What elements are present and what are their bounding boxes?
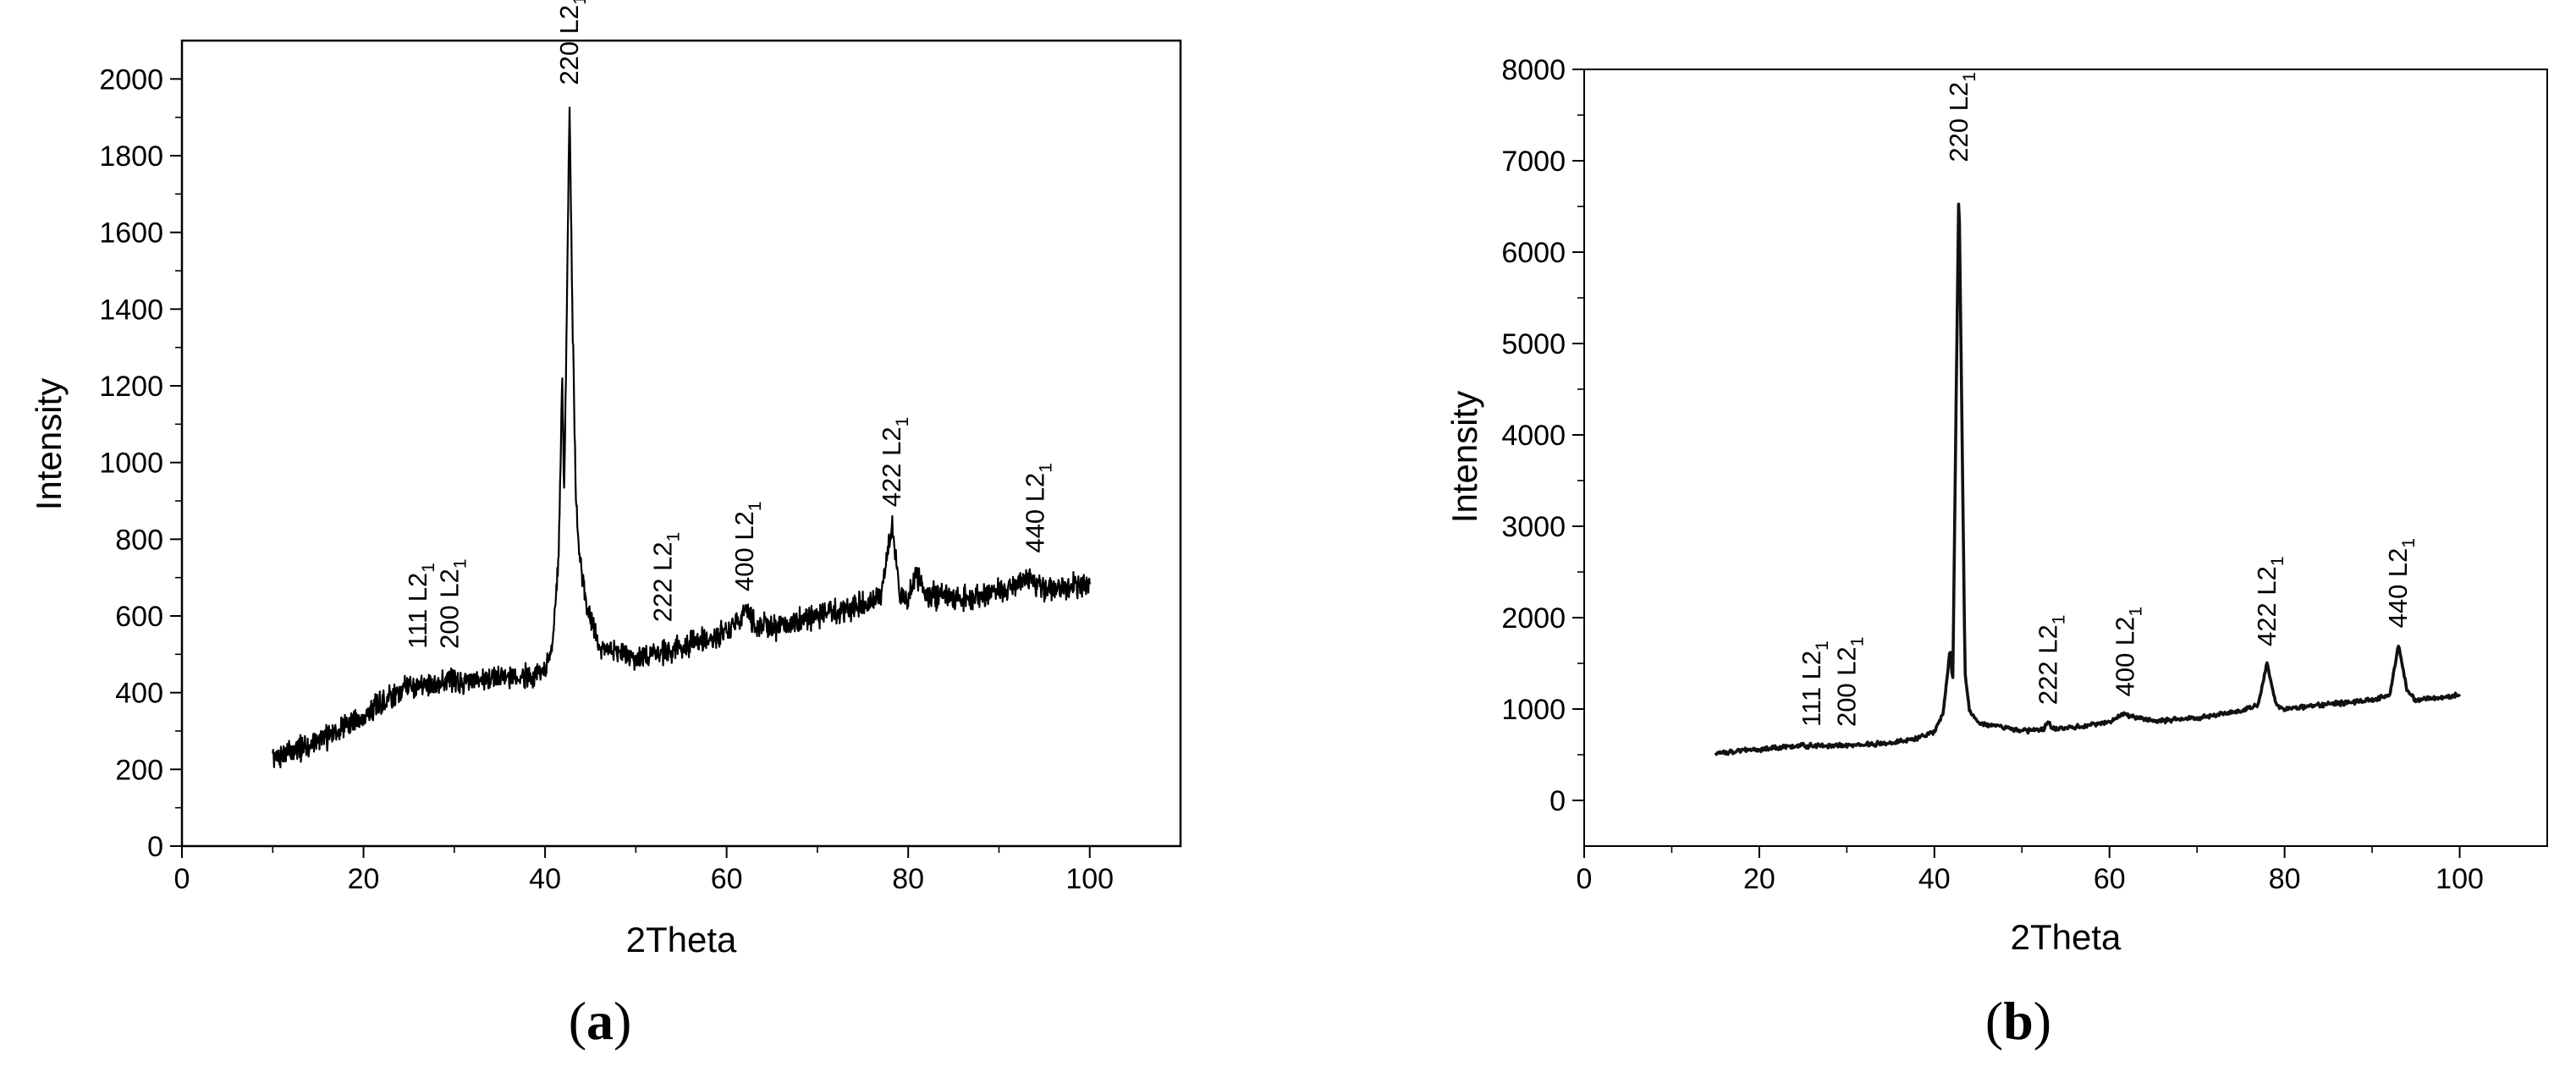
peak-label-subscript: 1 bbox=[570, 0, 590, 5]
y-axis-title: Intensity bbox=[29, 378, 69, 510]
peak-label: 422 L21 bbox=[877, 417, 912, 508]
panel-label: (b) bbox=[1985, 991, 2051, 1051]
peak-label-text: 111 L2 bbox=[403, 573, 432, 649]
peak-label-text: 400 L2 bbox=[729, 511, 759, 591]
peak-label: 422 L21 bbox=[2252, 556, 2287, 646]
x-tick-label: 60 bbox=[711, 863, 743, 895]
peak-label-text: 222 L2 bbox=[2033, 624, 2062, 705]
peak-label-subscript: 1 bbox=[2126, 607, 2145, 617]
x-tick-label: 100 bbox=[2436, 863, 2484, 895]
peak-label-subscript: 1 bbox=[1960, 72, 1979, 82]
y-axis-title: Intensity bbox=[1445, 391, 1484, 523]
peak-label-text: 220 L2 bbox=[554, 5, 584, 85]
peak-label: 400 L21 bbox=[729, 501, 765, 591]
y-tick-label: 1800 bbox=[99, 140, 163, 173]
peak-label-text: 400 L2 bbox=[2110, 617, 2139, 697]
peak-label: 220 L21 bbox=[1944, 72, 1979, 162]
x-tick-label: 40 bbox=[1918, 863, 1951, 895]
plot-frame bbox=[180, 39, 1182, 848]
peak-label-text: 422 L2 bbox=[877, 426, 906, 507]
peak-label-text: 422 L2 bbox=[2252, 566, 2282, 646]
peak-label-subscript: 1 bbox=[2399, 538, 2419, 548]
y-tick-label: 6000 bbox=[1501, 237, 1566, 269]
x-tick-label: 80 bbox=[892, 863, 924, 895]
panel-label-close: ) bbox=[2034, 991, 2051, 1051]
peak-label: 200 L21 bbox=[1831, 637, 1867, 728]
y-tick-label: 4000 bbox=[1501, 420, 1566, 452]
peak-label-subscript: 1 bbox=[746, 501, 765, 511]
peak-label-subscript: 1 bbox=[893, 417, 912, 427]
peak-label: 400 L21 bbox=[2110, 607, 2145, 697]
y-tick-label: 7000 bbox=[1501, 146, 1566, 178]
panel-label-letter: b bbox=[2003, 991, 2034, 1051]
panel-label: (a) bbox=[569, 991, 632, 1051]
y-tick-label: 0 bbox=[147, 831, 163, 863]
peak-label-subscript: 1 bbox=[664, 532, 684, 542]
peak-label-text: 440 L2 bbox=[1020, 473, 1049, 553]
peak-label: 111 L21 bbox=[403, 563, 438, 649]
y-tick-label: 600 bbox=[115, 601, 163, 633]
peak-label-subscript: 1 bbox=[1847, 637, 1867, 647]
peak-label: 220 L21 bbox=[554, 0, 590, 85]
peak-label-text: 200 L2 bbox=[434, 569, 464, 649]
series-line bbox=[1714, 202, 2462, 756]
y-tick-label: 1000 bbox=[99, 448, 163, 480]
x-tick-label: 100 bbox=[1065, 863, 1114, 895]
y-tick-label: 8000 bbox=[1501, 54, 1566, 86]
y-tick-label: 1400 bbox=[99, 294, 163, 326]
peak-label-text: 200 L2 bbox=[1831, 646, 1861, 727]
y-tick-label: 3000 bbox=[1501, 511, 1566, 543]
y-tick-label: 1600 bbox=[99, 217, 163, 250]
x-tick-label: 40 bbox=[529, 863, 561, 895]
y-tick-label: 1200 bbox=[99, 371, 163, 403]
peak-label: 222 L21 bbox=[2033, 615, 2068, 706]
peak-label-subscript: 1 bbox=[1036, 463, 1055, 473]
chart-panel-a: 0 20 40 60 80 1000200400600800100012001400160… bbox=[29, 0, 1182, 1051]
plot-frame bbox=[1583, 69, 2548, 847]
x-tick-label: 20 bbox=[1743, 863, 1775, 895]
peak-label: 222 L21 bbox=[648, 532, 684, 623]
panel-label-open: ( bbox=[569, 991, 586, 1051]
peak-label-subscript: 1 bbox=[2049, 615, 2068, 625]
panel-label-letter: a bbox=[586, 991, 614, 1051]
y-tick-label: 1000 bbox=[1501, 694, 1566, 726]
peak-label: 200 L21 bbox=[434, 558, 470, 649]
y-tick-label: 0 bbox=[1549, 785, 1566, 817]
x-axis-title: 2Theta bbox=[626, 920, 737, 959]
peak-label-subscript: 1 bbox=[2268, 556, 2287, 566]
x-tick-label: 0 bbox=[174, 863, 190, 895]
peak-label-text: 220 L2 bbox=[1944, 82, 1973, 162]
peak-label-text: 222 L2 bbox=[648, 541, 678, 622]
x-tick-label: 0 bbox=[1577, 863, 1593, 895]
peak-label-subscript: 1 bbox=[1813, 640, 1832, 651]
y-tick-label: 200 bbox=[115, 754, 163, 786]
peak-label-text: 440 L2 bbox=[2383, 548, 2413, 629]
peak-label: 440 L21 bbox=[2383, 538, 2419, 629]
x-tick-label: 20 bbox=[348, 863, 380, 895]
y-tick-label: 800 bbox=[115, 524, 163, 556]
series-line bbox=[272, 107, 1091, 769]
peak-label-text: 111 L2 bbox=[1797, 651, 1826, 727]
peak-label: 111 L21 bbox=[1797, 640, 1832, 727]
y-tick-label: 2000 bbox=[99, 63, 163, 96]
y-tick-label: 400 bbox=[115, 678, 163, 710]
y-tick-label: 5000 bbox=[1501, 328, 1566, 360]
x-tick-label: 60 bbox=[2094, 863, 2126, 895]
peak-label-subscript: 1 bbox=[419, 563, 438, 573]
y-tick-label: 2000 bbox=[1501, 602, 1566, 635]
panel-label-close: ) bbox=[614, 991, 631, 1051]
x-tick-label: 80 bbox=[2269, 863, 2301, 895]
x-axis-title: 2Theta bbox=[2011, 917, 2122, 957]
chart-panel-b: 0 20 40 60 80 1000100020003000400050006000700… bbox=[1445, 54, 2548, 1051]
panel-label-open: ( bbox=[1985, 991, 2003, 1051]
peak-label-subscript: 1 bbox=[450, 558, 470, 569]
peak-label: 440 L21 bbox=[1020, 463, 1055, 553]
